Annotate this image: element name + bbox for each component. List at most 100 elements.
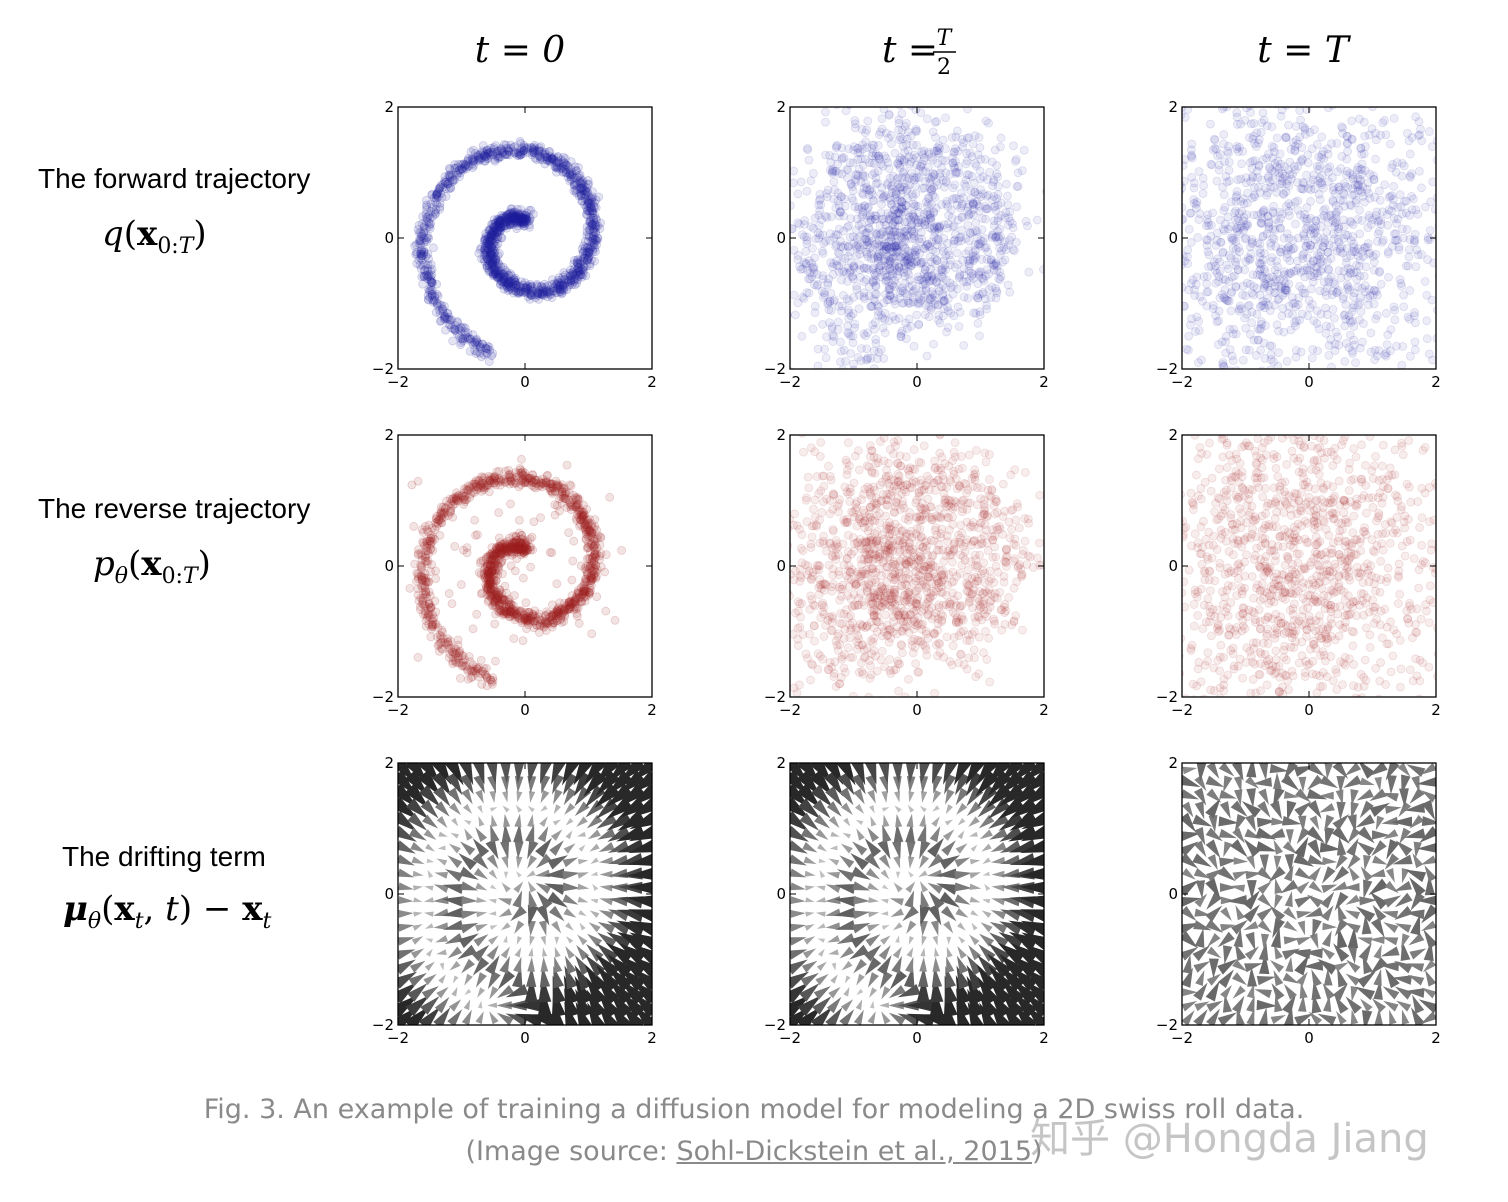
scatter-point [1460,139,1468,147]
scatter-point [1336,416,1344,424]
scatter-points [1182,50,1476,424]
scatter-point [1190,285,1199,295]
scatter-point [932,117,941,126]
scatter-point [470,148,480,158]
scatter-point [491,255,500,265]
scatter-point [519,217,529,227]
scatter-point [467,154,477,164]
scatter-point [498,215,508,225]
scatter-point [992,194,1002,204]
scatter-point [583,252,593,262]
scatter-point [511,280,521,290]
scatter-point [882,226,892,236]
scatter-point [911,284,920,294]
scatter-point [537,281,546,291]
scatter-point [562,275,572,285]
scatter-point [1222,260,1232,270]
scatter-point [912,153,922,162]
scatter-point [991,231,1001,241]
scatter-point [881,276,891,286]
scatter-point [968,255,978,264]
scatter-point [983,204,993,213]
scatter-point [856,154,866,164]
scatter-point [584,191,593,201]
scatter-point [1437,50,1445,58]
scatter-point [484,265,494,274]
scatter-point [894,135,904,145]
scatter-point [557,278,567,288]
scatter-point [521,598,531,608]
scatter-point [843,223,852,232]
scatter-point [873,310,883,320]
scatter-point [521,214,531,223]
scatter-point [559,162,569,172]
scatter-point [927,272,937,282]
scatter-point [417,219,427,229]
scatter-point [885,244,894,253]
scatter-point [422,217,432,227]
scatter-point [515,210,525,219]
scatter-point [1351,95,1359,103]
scatter-point [825,235,835,245]
scatter-point [553,153,563,163]
scatter-point [483,145,492,155]
scatter-point [450,160,460,169]
scatter-point [871,179,881,189]
scatter-point [483,244,493,254]
scatter-point [547,275,557,285]
scatter-point [950,235,960,245]
scatter-point [522,286,532,296]
scatter-point [888,271,897,281]
scatter-point [974,270,984,280]
scatter-point [885,271,895,281]
scatter-point [482,151,492,161]
scatter-point [585,216,595,226]
scatter-point [1365,248,1375,258]
scatter-point [861,228,871,238]
scatter-point [1363,223,1373,233]
scatter-point [493,154,503,163]
scatter-point [1402,225,1412,234]
scatter-point [1361,142,1370,151]
scatter-point [900,217,910,227]
scatter-point [1202,279,1211,289]
scatter-point [512,151,522,160]
scatter-point [912,173,922,182]
scatter-point [910,250,920,260]
scatter-point [897,298,907,308]
scatter-point [487,260,496,270]
scatter-point [582,255,592,265]
scatter-point [489,143,499,152]
scatter-point [1272,188,1282,197]
scatter-point [907,225,917,235]
scatter-point [498,274,508,283]
scatter-point [444,312,454,322]
scatter-point [1343,147,1353,156]
scatter-point [933,299,943,309]
scatter-point [861,275,871,284]
scatter-point [584,195,593,205]
scatter-point [589,240,599,250]
scatter-point [1215,215,1225,225]
scatter-point [543,281,553,291]
scatter-point [934,227,944,236]
scatter-point [585,206,595,216]
scatter-point [534,151,544,161]
scatter-point [1468,342,1476,350]
scatter-point [941,178,951,187]
scatter-point [545,287,555,297]
scatter-point [882,242,892,251]
scatter-point [991,205,1001,215]
scatter-point [996,142,1005,152]
scatter-point [590,238,599,248]
scatter-point [605,492,615,502]
scatter-point [895,209,905,219]
scatter-point [870,268,879,278]
scatter-point [488,264,497,273]
scatter-point [486,249,496,258]
scatter-point [504,270,514,280]
scatter-point [494,270,504,280]
scatter-point [514,287,524,297]
scatter-point [569,259,579,269]
scatter-point [913,275,923,285]
